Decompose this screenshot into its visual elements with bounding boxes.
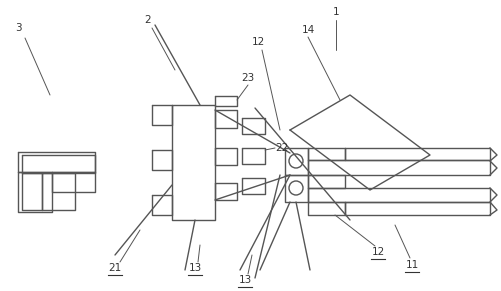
Text: 2: 2 [145, 15, 151, 25]
Text: 12: 12 [371, 247, 385, 257]
Text: 14: 14 [302, 25, 315, 35]
Text: 23: 23 [241, 73, 255, 83]
Text: 1: 1 [333, 7, 339, 17]
Text: 12: 12 [252, 37, 265, 47]
Text: 11: 11 [405, 260, 419, 270]
Text: 22: 22 [276, 143, 289, 153]
Text: 13: 13 [188, 263, 201, 273]
Text: 3: 3 [15, 23, 22, 33]
Text: 13: 13 [238, 275, 252, 285]
Text: 21: 21 [108, 263, 122, 273]
